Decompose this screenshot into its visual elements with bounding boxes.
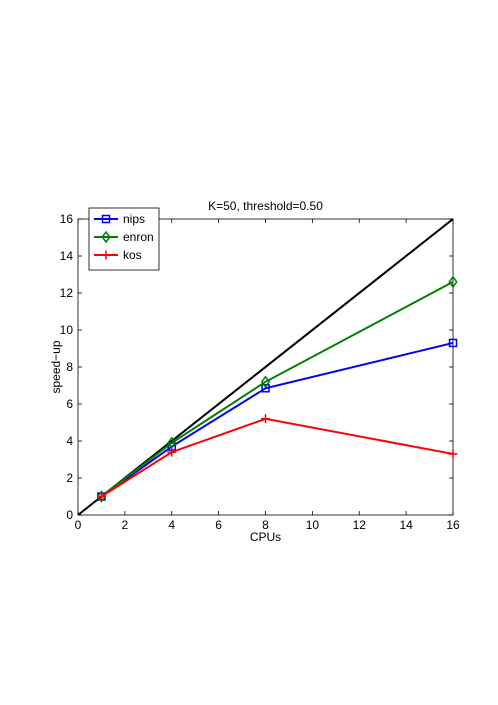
kos-line: [100, 417, 454, 498]
y-tick-label: 0: [66, 508, 73, 522]
x-tick-label: 8: [262, 518, 269, 532]
chart-title: K=50, threshold=0.50: [208, 199, 323, 213]
nips-point: [448, 338, 458, 348]
enron-point: [260, 375, 271, 389]
nips-point: [261, 384, 270, 393]
x-tick-label: 0: [75, 518, 82, 532]
series-kos: [96, 414, 458, 501]
x-tick-label: 14: [399, 518, 413, 532]
x-tick-label: 12: [353, 518, 367, 532]
enron-line: [100, 281, 454, 498]
kos-point: [261, 414, 270, 424]
y-tick-label: 16: [60, 212, 74, 226]
x-tick-label: 2: [122, 518, 129, 532]
y-tick-label: 14: [60, 249, 74, 263]
legend-marker-nips: [101, 214, 111, 224]
kos-point: [448, 449, 458, 459]
y-axis-label: speed−up: [49, 340, 63, 393]
y-tick-label: 4: [66, 434, 73, 448]
legend: nips enron kos: [88, 207, 160, 271]
x-tick-label: 10: [306, 518, 320, 532]
enron-point: [448, 275, 458, 289]
x-tick-label: 4: [168, 518, 175, 532]
y-tick-label: 12: [60, 286, 74, 300]
legend-marker-kos: [101, 250, 111, 260]
legend-label-nips: nips: [123, 212, 145, 226]
nips-line: [100, 341, 454, 498]
y-tick-label: 8: [66, 360, 73, 374]
y-tick-label: 6: [66, 397, 73, 411]
legend-label-kos: kos: [123, 248, 142, 262]
kos-point: [167, 447, 177, 457]
x-tick-label: 16: [446, 518, 460, 532]
legend-marker-enron: [101, 230, 111, 244]
x-tick-label: 6: [215, 518, 222, 532]
x-axis-label: CPUs: [250, 530, 281, 544]
y-tick-label: 2: [66, 471, 73, 485]
legend-label-enron: enron: [123, 230, 154, 244]
y-tick-label: 10: [60, 323, 74, 337]
kos-point: [96, 492, 106, 501]
